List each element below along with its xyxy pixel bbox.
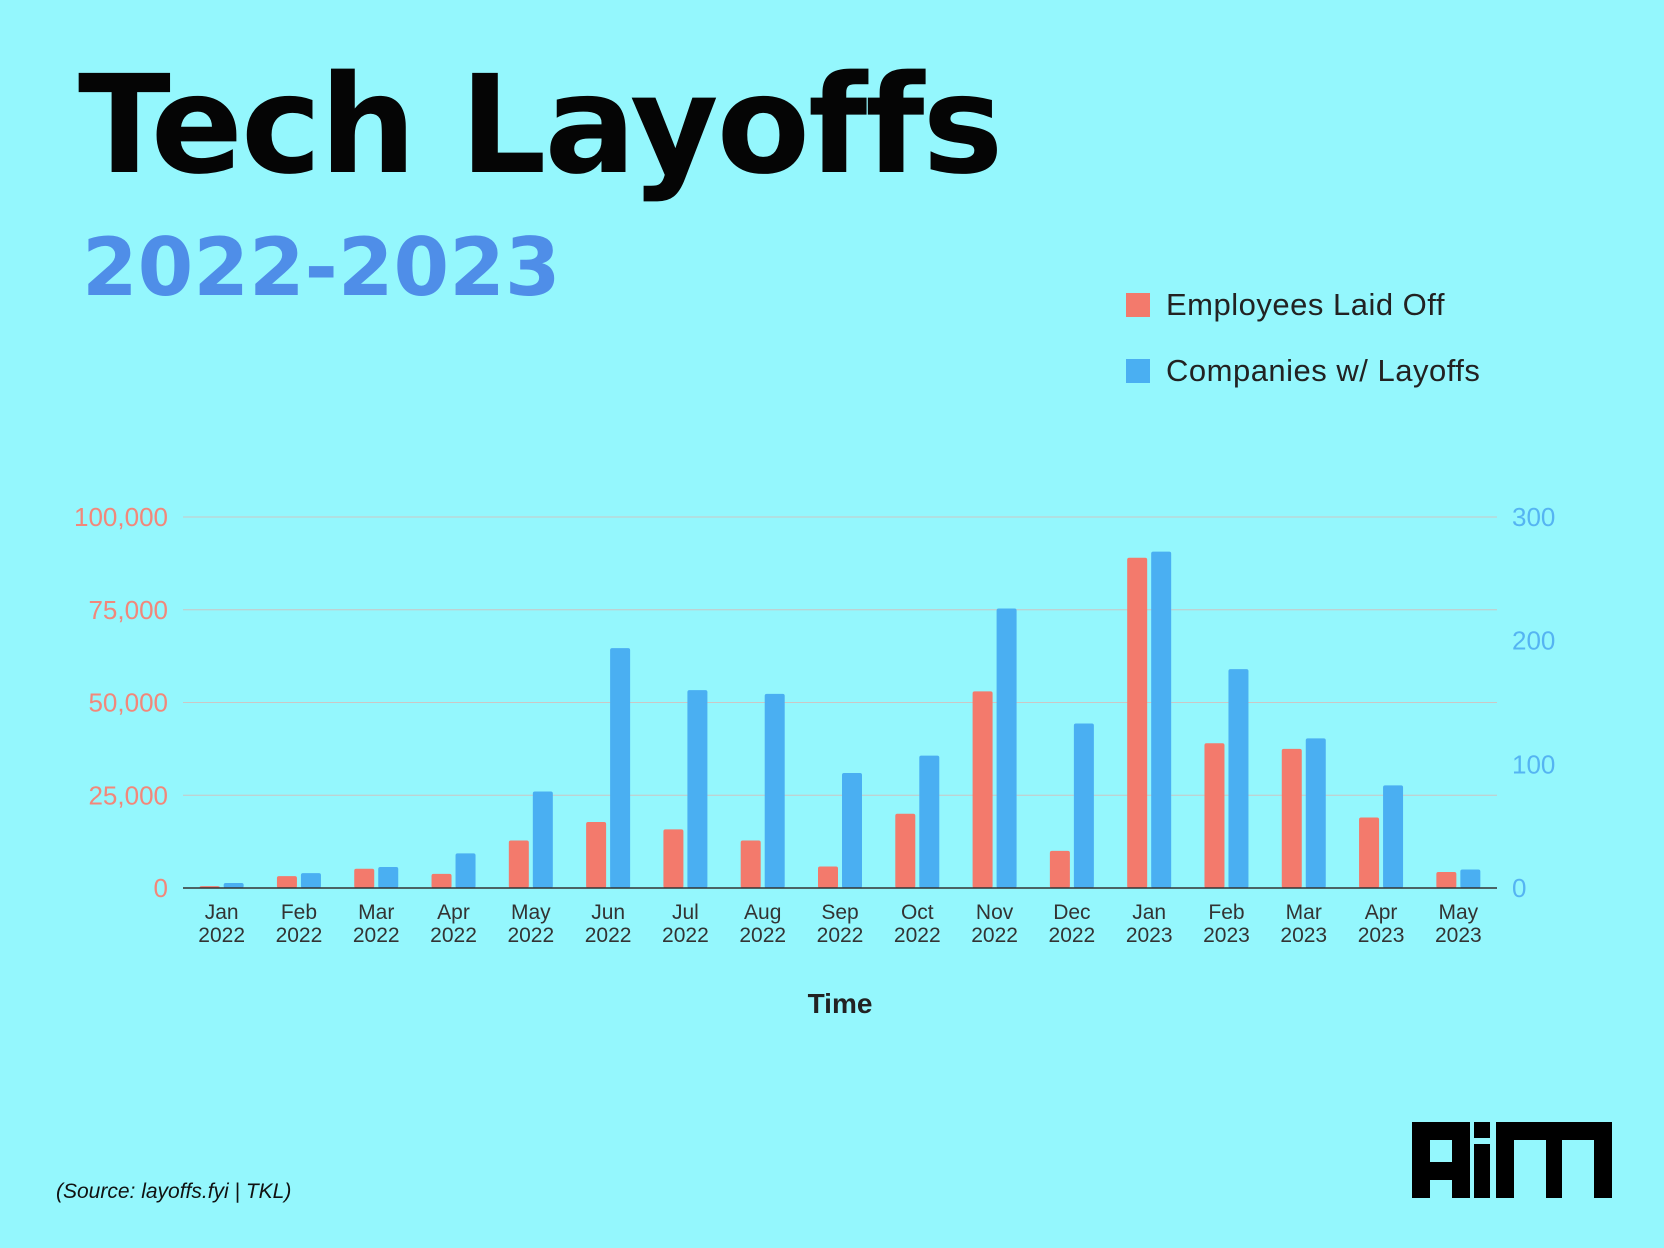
- x-tick-month: Jun: [591, 901, 625, 924]
- y-tick-right: 300: [1512, 502, 1555, 532]
- bar-companies: [1228, 669, 1249, 888]
- x-tick-year: 2022: [430, 924, 477, 947]
- chart-legend: Employees Laid Off Companies w/ Layoffs: [1126, 272, 1480, 404]
- bar-companies: [223, 883, 244, 888]
- bar-companies: [378, 866, 399, 888]
- legend-label-employees: Employees Laid Off: [1166, 287, 1445, 322]
- bar-employees: [1204, 743, 1225, 888]
- x-tick-year: 2022: [739, 924, 786, 947]
- x-tick-month: Feb: [1208, 901, 1244, 924]
- y-tick-left: 50,000: [88, 688, 168, 718]
- x-tick-month: Jul: [672, 901, 699, 924]
- x-tick-year: 2023: [1435, 924, 1482, 947]
- x-tick-year: 2023: [1203, 924, 1250, 947]
- x-tick-month: Jan: [1132, 901, 1166, 924]
- bar-employees: [1127, 557, 1148, 888]
- bar-employees: [1359, 817, 1380, 888]
- bar-companies: [1151, 551, 1172, 888]
- bar-employees: [895, 813, 916, 888]
- bar-companies: [1305, 738, 1326, 888]
- x-tick-month: Dec: [1053, 901, 1090, 924]
- bar-employees: [1281, 748, 1302, 888]
- x-tick-year: 2022: [507, 924, 554, 947]
- legend-item-companies: Companies w/ Layoffs: [1126, 338, 1480, 404]
- bar-companies: [300, 873, 321, 888]
- x-tick-year: 2023: [1126, 924, 1173, 947]
- x-tick-month: May: [511, 901, 551, 924]
- bar-employees: [508, 840, 529, 888]
- bar-companies: [996, 608, 1017, 888]
- x-tick-year: 2022: [353, 924, 400, 947]
- x-tick-year: 2022: [198, 924, 245, 947]
- x-tick-month: Oct: [901, 901, 934, 924]
- x-tick-month: May: [1439, 901, 1479, 924]
- bar-employees: [663, 829, 684, 888]
- x-tick-year: 2022: [971, 924, 1018, 947]
- bar-companies: [1073, 723, 1094, 888]
- y-tick-left: 0: [154, 873, 168, 903]
- x-tick-month: Apr: [1365, 901, 1398, 924]
- bar-employees: [972, 691, 993, 888]
- x-tick-month: Mar: [358, 901, 394, 924]
- x-tick-month: Mar: [1286, 901, 1322, 924]
- bar-companies: [919, 755, 940, 888]
- x-axis-title: Time: [808, 988, 873, 1019]
- bar-employees: [276, 876, 297, 888]
- page-subtitle: 2022-2023: [82, 221, 561, 314]
- y-tick-left: 100,000: [74, 502, 168, 532]
- legend-swatch-companies: [1126, 359, 1150, 383]
- legend-item-employees: Employees Laid Off: [1126, 272, 1480, 338]
- bar-companies: [532, 791, 553, 888]
- bar-companies: [455, 853, 476, 888]
- x-tick-month: Aug: [744, 901, 781, 924]
- x-tick-month: Feb: [281, 901, 317, 924]
- bar-companies: [1460, 869, 1481, 888]
- x-tick-month: Sep: [821, 901, 858, 924]
- aim-logo: [1412, 1122, 1612, 1203]
- bar-companies: [1383, 785, 1404, 888]
- bar-companies: [610, 648, 631, 888]
- bar-employees: [431, 873, 452, 888]
- y-tick-left: 75,000: [88, 595, 168, 625]
- x-tick-year: 2022: [276, 924, 323, 947]
- x-tick-year: 2022: [817, 924, 864, 947]
- bar-employees: [740, 840, 761, 888]
- bar-companies: [764, 693, 785, 888]
- x-tick-year: 2023: [1358, 924, 1405, 947]
- page-title: Tech Layoffs: [78, 47, 1003, 205]
- bar-employees: [1436, 872, 1457, 888]
- y-tick-left: 25,000: [88, 780, 168, 810]
- x-tick-year: 2022: [894, 924, 941, 947]
- legend-label-companies: Companies w/ Layoffs: [1166, 353, 1481, 388]
- x-tick-month: Apr: [437, 901, 470, 924]
- x-tick-month: Jan: [205, 901, 239, 924]
- bar-companies: [842, 772, 862, 888]
- legend-swatch-employees: [1126, 293, 1150, 317]
- y-tick-right: 200: [1512, 626, 1555, 656]
- x-tick-year: 2022: [1049, 924, 1096, 947]
- bar-companies: [687, 690, 708, 888]
- bar-employees: [354, 868, 375, 888]
- x-tick-year: 2023: [1280, 924, 1327, 947]
- x-tick-year: 2022: [662, 924, 709, 947]
- bar-employees: [586, 821, 607, 888]
- y-tick-right: 100: [1512, 749, 1555, 779]
- bar-employees: [1049, 850, 1070, 888]
- source-note: (Source: layoffs.fyi | TKL): [56, 1180, 292, 1203]
- x-tick-year: 2022: [585, 924, 632, 947]
- bar-employees: [818, 866, 838, 888]
- x-tick-month: Nov: [976, 901, 1014, 924]
- y-tick-right: 0: [1512, 873, 1526, 903]
